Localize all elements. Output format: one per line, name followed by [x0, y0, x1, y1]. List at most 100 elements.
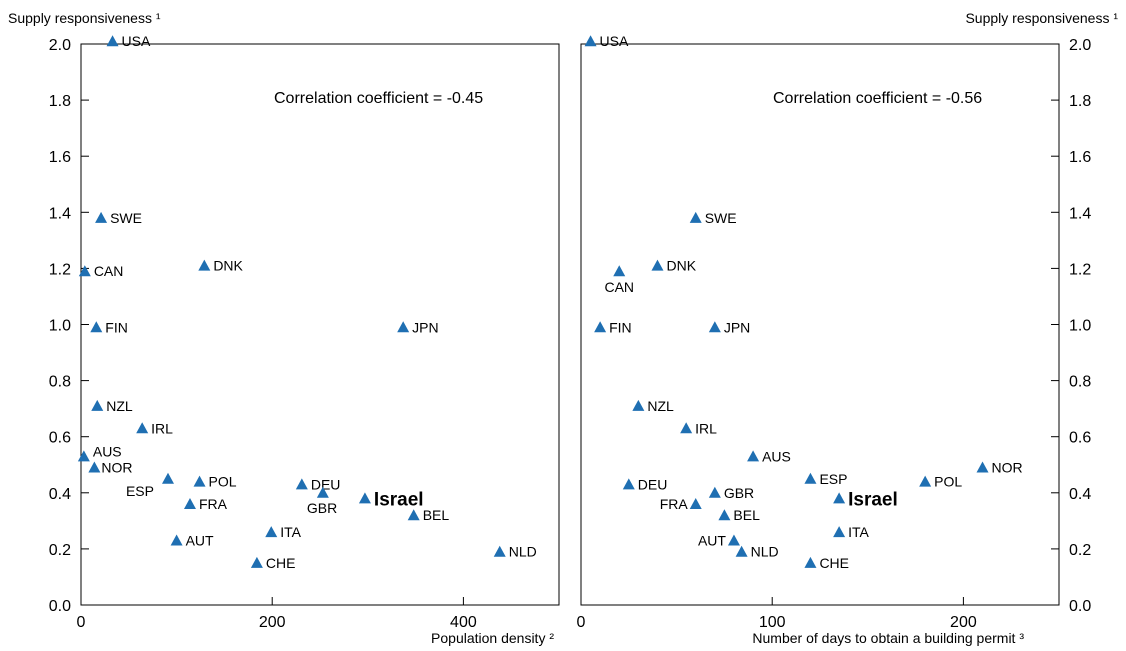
y-tick-label: 1.2 [49, 261, 71, 278]
point-label-pol: POL [934, 474, 962, 490]
point-marker-nzl [632, 399, 645, 411]
left-x-axis-title: Population density ² [431, 630, 554, 646]
point-marker-pol [193, 475, 206, 487]
y-tick-label: 0.8 [49, 374, 71, 391]
point-marker-fra [183, 498, 196, 510]
point-marker-nld [735, 545, 748, 557]
point-marker-bel [407, 509, 420, 521]
point-marker-gbr [316, 486, 329, 498]
point-marker-nor [88, 461, 101, 473]
y-tick-label: 0.2 [1069, 542, 1091, 559]
point-marker-deu [295, 478, 308, 490]
point-marker-aut [727, 534, 740, 546]
point-label-can: CAN [94, 263, 124, 279]
point-label-ita: ITA [280, 524, 301, 540]
point-label-nor: NOR [992, 460, 1023, 476]
point-marker-aut [170, 534, 183, 546]
point-marker-usa [106, 35, 119, 47]
point-marker-che [250, 556, 263, 568]
right-x-axis-title: Number of days to obtain a building perm… [752, 630, 1024, 646]
point-marker-fra [689, 498, 702, 510]
left-correlation-annotation: Correlation coefficient = -0.45 [274, 90, 483, 107]
point-label-bel: BEL [423, 507, 450, 523]
left-x-axis: 0 200 400 [77, 597, 477, 631]
right-correlation-annotation: Correlation coefficient = -0.56 [773, 90, 982, 107]
point-label-irl: IRL [151, 420, 173, 436]
point-label-swe: SWE [705, 210, 737, 226]
y-tick-label: 2.0 [49, 37, 71, 54]
point-label-nzl: NZL [647, 398, 674, 414]
right-plot-frame [580, 43, 1060, 606]
point-label-aus: AUS [93, 443, 122, 459]
x-tick-label: 0 [577, 614, 586, 631]
point-marker-swe [689, 211, 702, 223]
point-marker-pol [919, 475, 932, 487]
point-label-jpn: JPN [412, 319, 438, 335]
point-label-aus: AUS [762, 448, 791, 464]
point-label-fin: FIN [609, 319, 632, 335]
point-label-usa: USA [600, 33, 629, 49]
y-tick-label: 1.0 [49, 318, 71, 335]
point-marker-can [78, 265, 91, 277]
point-marker-nor [976, 461, 989, 473]
point-label-israel: Israel [848, 489, 898, 510]
point-marker-fin [90, 321, 103, 333]
x-tick-label: 200 [950, 614, 977, 631]
point-label-deu: DEU [311, 476, 341, 492]
left-plot-frame [80, 43, 560, 606]
point-marker-jpn [397, 321, 410, 333]
point-marker-gbr [708, 486, 721, 498]
point-label-che: CHE [266, 555, 296, 571]
y-tick-label: 0.4 [1069, 486, 1091, 503]
point-marker-aus [77, 450, 90, 462]
right-y-axis-title: Supply responsiveness ¹ [965, 10, 1118, 26]
y-tick-label: 0.4 [49, 486, 71, 503]
point-label-ita: ITA [848, 524, 869, 540]
point-marker-che [804, 556, 817, 568]
point-marker-ita [833, 526, 846, 538]
point-label-nld: NLD [509, 544, 537, 560]
right-x-axis: 0 100 200 [577, 597, 977, 631]
point-label-jpn: JPN [724, 319, 750, 335]
point-label-dnk: DNK [666, 258, 696, 274]
y-tick-label: 0.2 [49, 542, 71, 559]
point-marker-israel [833, 492, 846, 504]
point-label-fin: FIN [105, 319, 128, 335]
point-label-dnk: DNK [213, 258, 243, 274]
point-label-israel: Israel [374, 489, 424, 510]
point-marker-israel [358, 492, 371, 504]
y-tick-label: 1.8 [1069, 93, 1091, 110]
point-marker-swe [95, 211, 108, 223]
point-label-esp: ESP [819, 471, 847, 487]
point-marker-nld [493, 545, 506, 557]
y-tick-label: 0.0 [49, 598, 71, 615]
y-tick-label: 0.6 [1069, 430, 1091, 447]
point-marker-irl [680, 422, 693, 434]
right-scatter-points: USA SWE CAN DNK FIN JPN NZL IRL AUS NOR ESP POL DEU G… [584, 33, 1023, 571]
y-tick-label: 1.6 [49, 149, 71, 166]
point-label-gbr: GBR [307, 500, 337, 516]
point-label-aut: AUT [698, 532, 726, 548]
point-marker-nzl [91, 399, 104, 411]
point-marker-irl [136, 422, 149, 434]
point-marker-jpn [708, 321, 721, 333]
building-permit-panel: Correlation coefficient = -0.56 Number o… [577, 33, 1092, 646]
y-tick-label: 1.8 [49, 93, 71, 110]
y-tick-label: 0.8 [1069, 374, 1091, 391]
point-marker-ita [265, 526, 278, 538]
point-label-deu: DEU [638, 476, 668, 492]
point-label-fra: FRA [660, 496, 689, 512]
population-density-panel: Correlation coefficient = -0.45 Populati… [49, 33, 560, 646]
x-tick-label: 200 [259, 614, 286, 631]
point-marker-can [613, 265, 626, 277]
point-label-usa: USA [122, 33, 151, 49]
left-y-axis: 0.0 0.2 0.4 0.6 0.8 1.0 1.2 1.4 1.6 1.8 2.0 [49, 37, 89, 615]
y-tick-label: 1.2 [1069, 261, 1091, 278]
point-label-nor: NOR [101, 460, 132, 476]
point-marker-fin [594, 321, 607, 333]
point-marker-dnk [651, 259, 664, 271]
point-label-can: CAN [604, 279, 634, 295]
x-tick-label: 0 [77, 614, 86, 631]
y-tick-label: 1.4 [1069, 205, 1091, 222]
